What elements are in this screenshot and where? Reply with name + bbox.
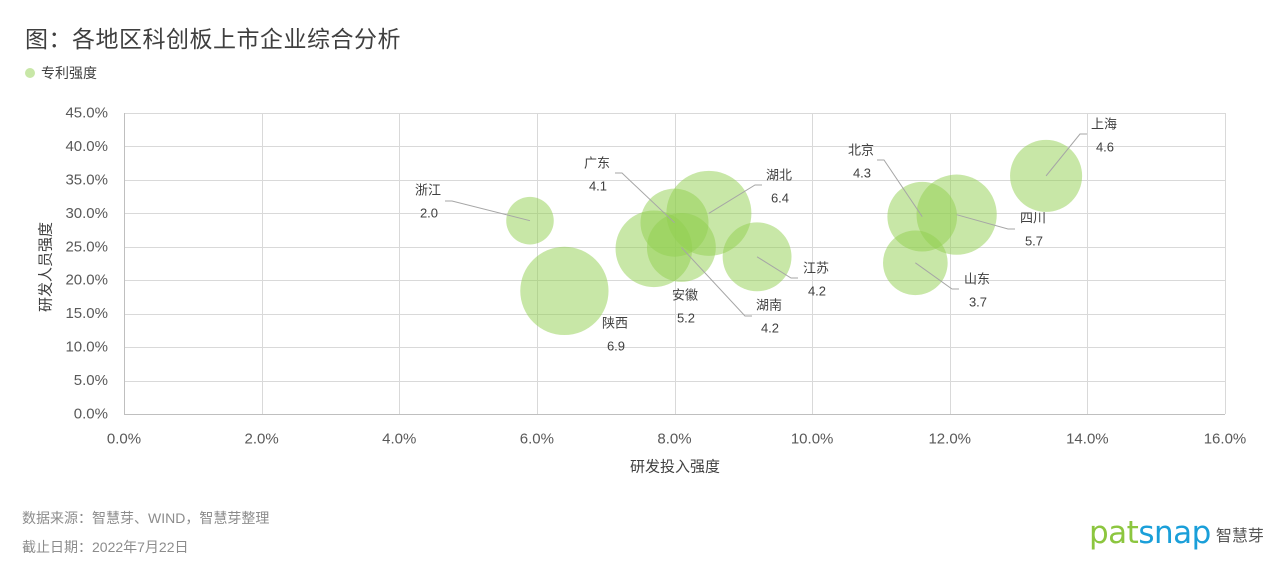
- leader-line: [915, 262, 959, 290]
- y-tick-label: 30.0%: [65, 205, 108, 222]
- y-tick-label: 40.0%: [65, 138, 108, 155]
- x-tick-label: 12.0%: [928, 431, 971, 448]
- y-tick-label: 10.0%: [65, 339, 108, 356]
- data-label-value: 4.3: [853, 166, 871, 181]
- x-axis-title: 研发投入强度: [629, 458, 721, 476]
- data-label-value: 4.6: [1096, 140, 1114, 155]
- x-tick-label: 14.0%: [1066, 431, 1109, 448]
- data-label-value: 6.9: [607, 339, 625, 354]
- y-tick-label: 0.0%: [74, 406, 108, 423]
- data-label-value: 6.4: [771, 191, 789, 206]
- leader-line: [445, 200, 531, 222]
- y-tick-label: 15.0%: [65, 305, 108, 322]
- data-label-region: 江苏: [803, 261, 829, 276]
- data-label-region: 四川: [1020, 211, 1046, 226]
- data-label-value: 5.7: [1025, 234, 1043, 249]
- data-labels: 浙江 2.0 陕西 6.9 广东 4.1 湖北 6.4 安徽 5.2 湖南 4.2 江苏 4.2 北京 4.3…: [415, 117, 1117, 354]
- tick-labels: 0.0% 5.0% 10.0% 15.0% 20.0% 25.0% 30.0% 35.0% 40…: [65, 105, 1246, 448]
- leader-line: [756, 256, 798, 279]
- legend: 专利强度: [25, 63, 97, 83]
- logo-snap-text: snap: [1138, 515, 1211, 551]
- y-axis-title: 研发人员强度: [37, 221, 55, 313]
- data-label-region: 湖南: [756, 298, 782, 313]
- leader-line: [1045, 133, 1087, 177]
- legend-label: 专利强度: [41, 65, 97, 81]
- patsnap-logo: patsnap 智慧芽: [1089, 517, 1264, 549]
- leader-line: [708, 184, 762, 214]
- x-tick-label: 4.0%: [382, 431, 416, 448]
- data-label-region: 湖北: [766, 168, 792, 183]
- data-label-value: 2.0: [420, 206, 438, 221]
- data-label-region: 广东: [584, 156, 610, 171]
- bubble-湖南: [646, 213, 716, 282]
- data-label-value: 4.2: [761, 321, 779, 336]
- leader-line: [681, 247, 752, 317]
- data-label-region: 上海: [1091, 117, 1117, 132]
- x-tick-label: 6.0%: [520, 431, 554, 448]
- bubble-陕西: [520, 246, 609, 336]
- data-label-value: 5.2: [677, 311, 695, 326]
- x-tick-label: 8.0%: [657, 431, 691, 448]
- data-label-value: 4.1: [589, 179, 607, 194]
- y-tick-label: 5.0%: [74, 372, 108, 389]
- logo-cn-name: 智慧芽: [1215, 528, 1264, 545]
- leader-line: [615, 172, 675, 224]
- y-tick-label: 35.0%: [65, 171, 108, 188]
- logo-wordmark: patsnap: [1089, 517, 1211, 549]
- leader-line: [877, 159, 923, 217]
- data-label-value: 3.7: [969, 295, 987, 310]
- data-label-region: 北京: [848, 143, 874, 158]
- logo-pat-text: pat: [1089, 515, 1139, 551]
- leader-line: [956, 214, 1015, 230]
- data-label-region: 山东: [964, 272, 990, 287]
- y-tick-label: 20.0%: [65, 272, 108, 289]
- chart-title: 图：各地区科创板上市企业综合分析: [25, 26, 401, 52]
- data-label-region: 安徽: [672, 288, 698, 303]
- y-tick-label: 45.0%: [65, 105, 108, 122]
- x-tick-label: 16.0%: [1204, 431, 1247, 448]
- leader-lines: [445, 133, 1087, 317]
- data-label-region: 浙江: [415, 183, 441, 198]
- x-tick-label: 10.0%: [791, 431, 834, 448]
- cutoff-date-note: 截止日期：2022年7月22日: [22, 539, 189, 555]
- x-tick-label: 0.0%: [107, 431, 141, 448]
- y-tick-label: 25.0%: [65, 238, 108, 255]
- legend-marker-icon: [25, 68, 35, 78]
- data-label-region: 陕西: [602, 316, 628, 331]
- data-label-value: 4.2: [808, 284, 826, 299]
- data-source-note: 数据来源：智慧芽、WIND，智慧芽整理: [22, 510, 270, 526]
- axes: [124, 113, 1225, 415]
- x-tick-label: 2.0%: [245, 431, 279, 448]
